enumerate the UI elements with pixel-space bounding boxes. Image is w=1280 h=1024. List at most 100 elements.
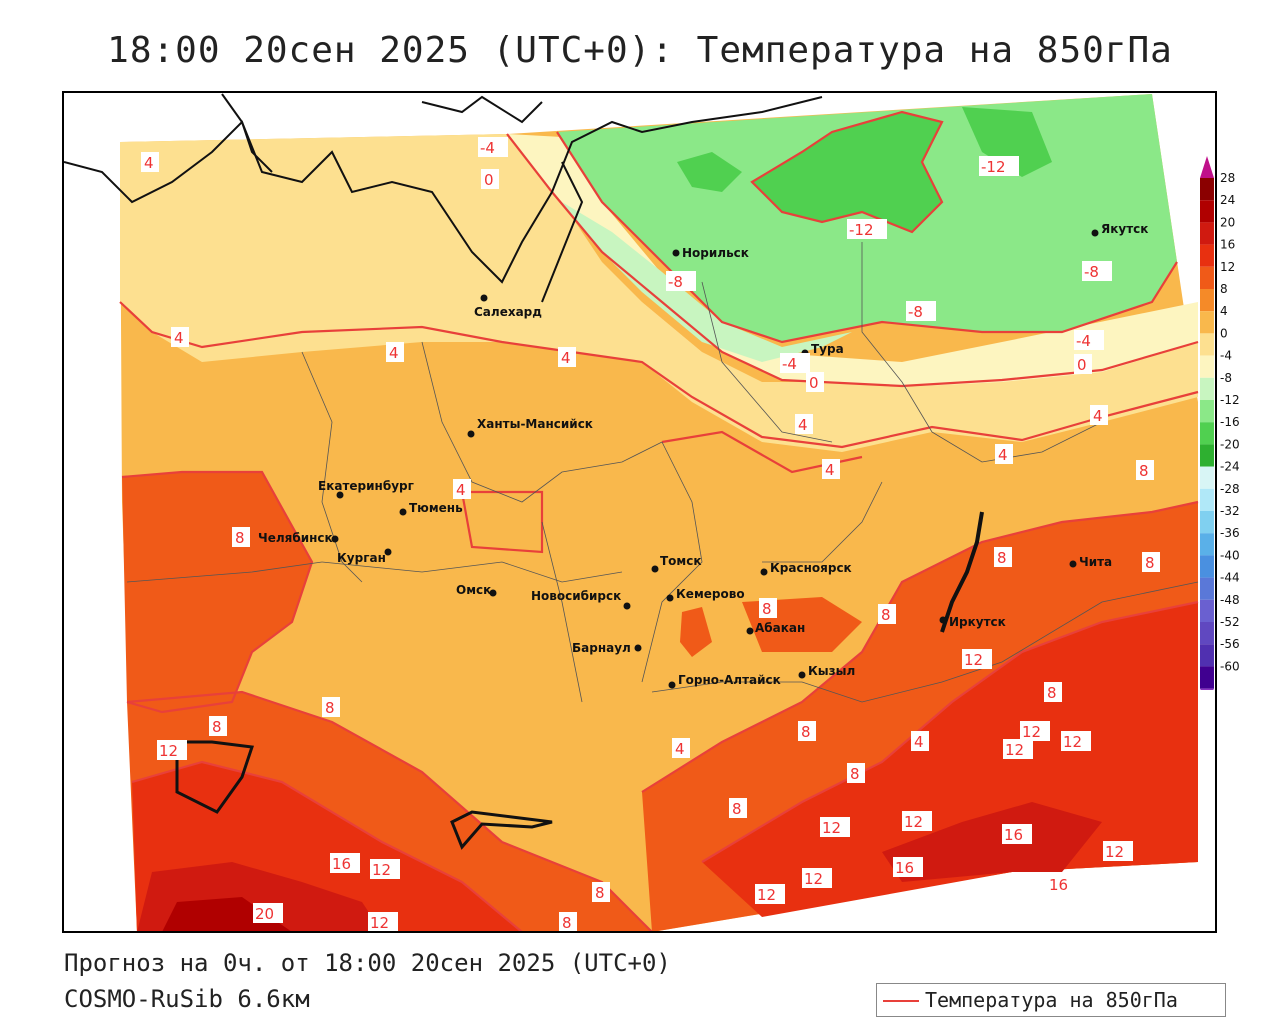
city-ekaterinburg: Екатеринбург [318,479,414,499]
scale-swatch [1200,222,1214,245]
svg-text:-4: -4 [1076,332,1091,350]
city-krasnoyarsk: Красноярск [760,561,852,576]
scale-tick-label: 24 [1220,193,1235,207]
scale-swatch [1200,599,1214,622]
svg-text:8: 8 [762,600,772,618]
svg-text:0: 0 [484,171,494,189]
scale-tick-label: -28 [1220,482,1240,496]
svg-text:16: 16 [1004,826,1023,844]
svg-text:8: 8 [212,718,222,736]
scale-tick-label: -48 [1220,593,1240,607]
svg-text:Челябинск: Челябинск [258,531,333,545]
svg-text:12: 12 [1022,723,1041,741]
svg-text:8: 8 [801,723,811,741]
scale-tick-label: 12 [1220,260,1235,274]
svg-text:8: 8 [595,884,605,902]
zone-cold-dark-2 [677,152,742,192]
zone-cold-dark-3 [962,107,1052,177]
zone-8-abakan [680,607,712,657]
svg-text:4: 4 [798,416,808,434]
scale-swatch [1200,533,1214,556]
svg-text:12: 12 [1005,741,1024,759]
scale-tick-label: -20 [1220,437,1240,451]
svg-text:0: 0 [1077,356,1087,374]
scale-tick-label: -24 [1220,460,1240,474]
svg-text:12: 12 [372,861,391,879]
svg-text:Красноярск: Красноярск [770,561,852,575]
svg-text:12: 12 [159,742,178,760]
svg-text:4: 4 [144,154,154,172]
svg-text:Горно-Алтайск: Горно-Алтайск [678,673,781,687]
svg-text:4: 4 [914,733,924,751]
zone-16-east [882,802,1102,882]
city-barnaul: Барнаул [572,641,642,655]
svg-text:8: 8 [850,765,860,783]
svg-text:8: 8 [732,800,742,818]
isotherm-lines [119,110,1199,931]
model-caption: COSMO-RuSib 6.6км [64,985,310,1013]
city-irkutsk: Иркутск [939,615,1006,629]
scale-tick-label: -56 [1220,637,1240,651]
svg-text:4: 4 [174,329,184,347]
scale-swatch [1200,266,1214,289]
scale-tick-label: -60 [1220,659,1240,673]
scale-swatch [1200,666,1214,689]
svg-text:12: 12 [370,914,389,931]
scale-swatch [1200,400,1214,423]
city-omsk: Омск [456,583,497,597]
scale-swatch [1200,555,1214,578]
svg-text:8: 8 [1145,554,1155,572]
city-chita: Чита [1069,555,1112,569]
scale-swatch [1200,511,1214,534]
line-key: Температура на 850гПа [876,983,1226,1017]
scale-top-arrow [1200,156,1214,178]
svg-text:Кемерово: Кемерово [676,587,745,601]
svg-text:Курган: Курган [337,551,386,565]
scale-tick-label: 20 [1220,215,1235,229]
scale-tick-label: -4 [1220,349,1232,363]
svg-text:Омск: Омск [456,583,491,597]
city-novosibirsk: Новосибирск [531,589,631,610]
city-kemerovo: Кемерово [666,587,745,602]
svg-text:8: 8 [881,606,891,624]
svg-text:Барнаул: Барнаул [572,641,631,655]
svg-text:Кызыл: Кызыл [808,664,855,678]
temperature-map[interactable]: Норильск Якутск Салехард Тура Ханты-Манс… [62,91,1217,933]
scale-swatch [1200,622,1214,645]
region-boundaries [126,242,1199,703]
svg-text:-4: -4 [782,355,797,373]
map-title: 18:00 20сен 2025 (UTC+0): Температура на… [107,30,1173,71]
scale-tick-label: 28 [1220,171,1235,185]
scale-swatch [1200,355,1214,378]
svg-text:-4: -4 [480,139,495,157]
scale-swatch [1200,311,1214,334]
coastlines [64,93,984,850]
scale-swatch [1200,444,1214,467]
forecast-caption: Прогноз на 0ч. от 18:00 20сен 2025 (UTC+… [64,949,671,977]
svg-text:20: 20 [255,905,274,923]
svg-text:Якутск: Якутск [1101,222,1148,236]
svg-text:4: 4 [675,740,685,758]
city-kyzyl: Кызыл [798,664,855,679]
scale-tick-label: 8 [1220,282,1228,296]
svg-text:4: 4 [998,446,1008,464]
scale-tick-label: 0 [1220,326,1228,340]
svg-text:Тура: Тура [811,342,844,356]
city-gorno-altaysk: Горно-Алтайск [668,673,781,689]
zone-8-12-west [122,472,312,712]
scale-tick-label: -40 [1220,548,1240,562]
city-salekhard: Салехард [474,294,542,319]
zone-0-4-north [120,134,1198,452]
svg-text:8: 8 [997,549,1007,567]
scale-swatch [1200,422,1214,445]
svg-text:-8: -8 [1084,263,1099,281]
scale-labels: 28 24 20 16 12 8 4 0 -4 -8 -12 -16 -20 -24 -28 -32 -36 -4… [1220,171,1240,673]
svg-text:-8: -8 [668,273,683,291]
svg-text:Томск: Томск [660,554,702,568]
scale-swatch [1200,466,1214,489]
scale-tick-label: -12 [1220,393,1240,407]
zone-cold-dark-1 [752,112,942,232]
svg-text:4: 4 [825,461,835,479]
scale-swatch [1200,333,1214,356]
scale-swatch [1200,488,1214,511]
